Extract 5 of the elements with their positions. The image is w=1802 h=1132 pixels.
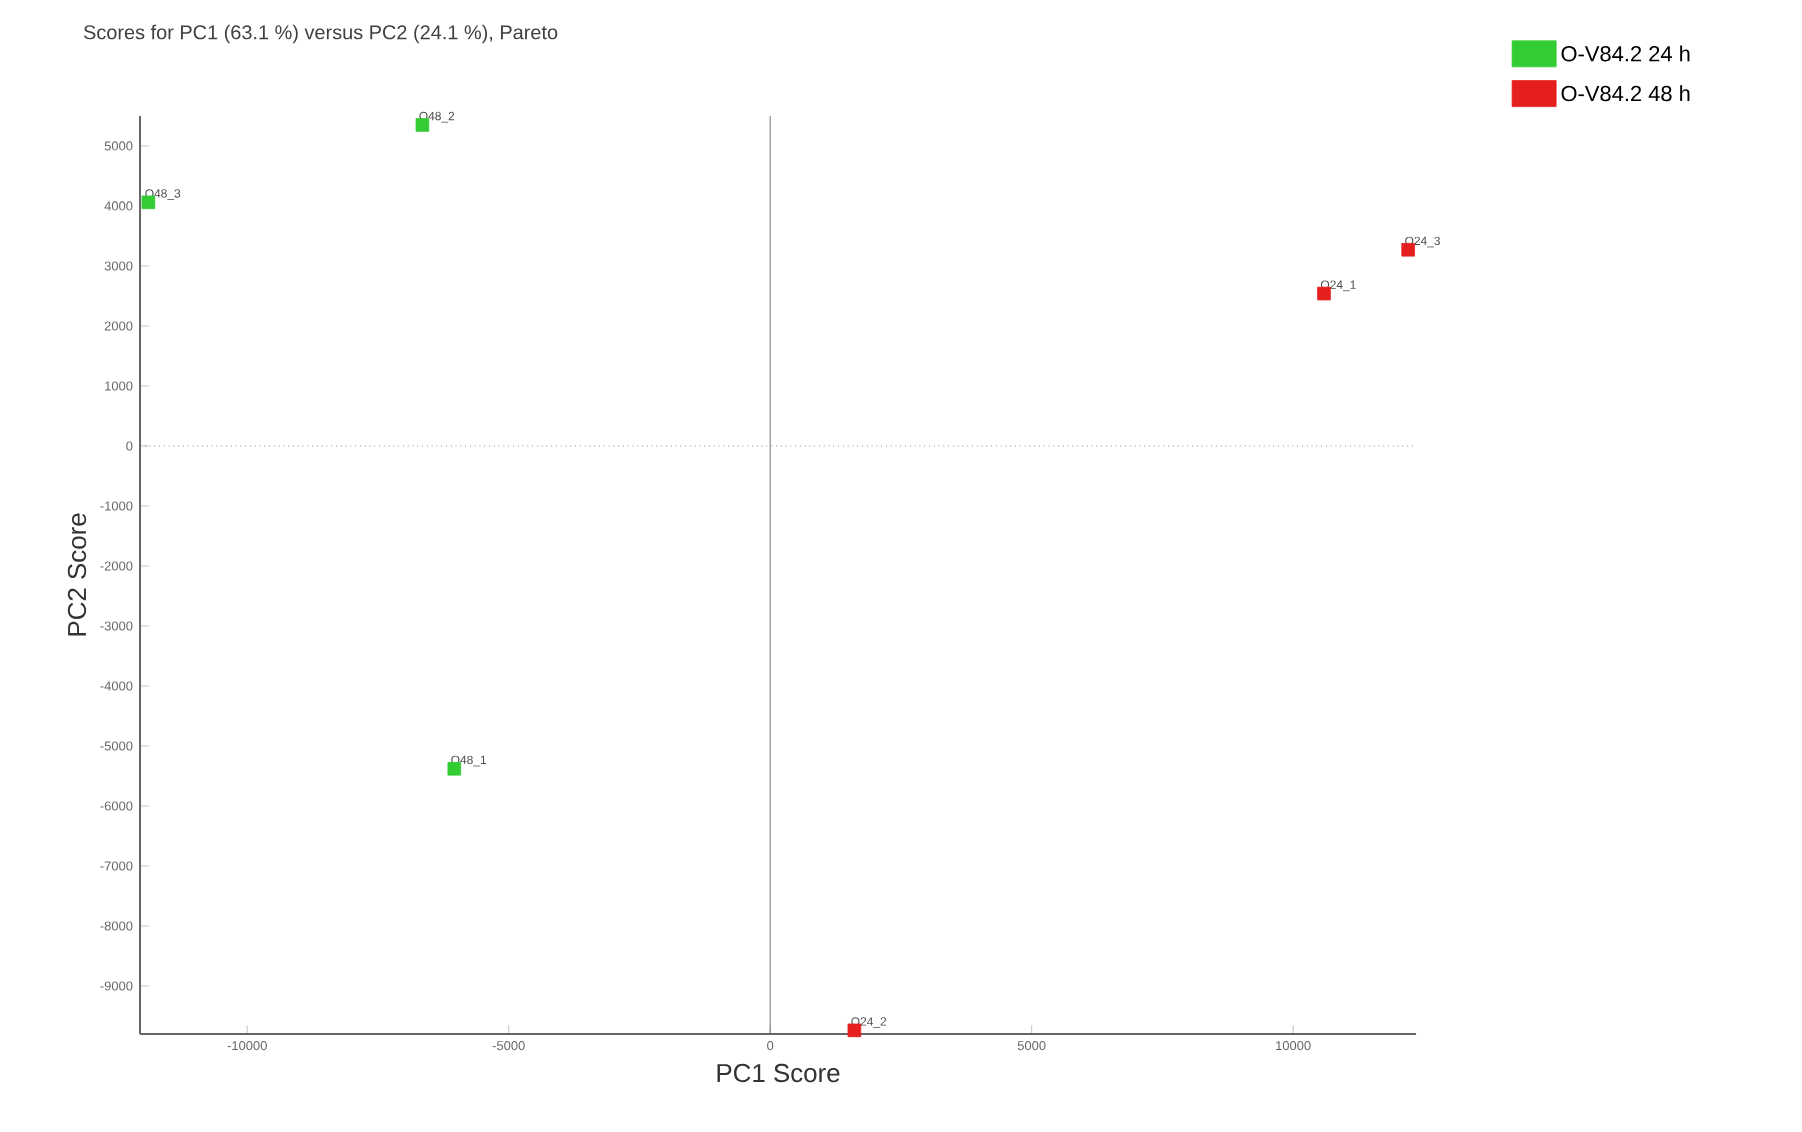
y-axis-title: PC2 Score	[67, 513, 87, 636]
chart-title: Scores for PC1 (63.1 %) versus PC2 (24.1 %), Pareto	[83, 24, 558, 44]
legend-label: O-V84.2 24 h	[1561, 45, 1690, 62]
legend-label: O-V84.2 48 h	[1561, 85, 1690, 102]
x-axis-title: PC1 Score	[717, 1063, 840, 1083]
